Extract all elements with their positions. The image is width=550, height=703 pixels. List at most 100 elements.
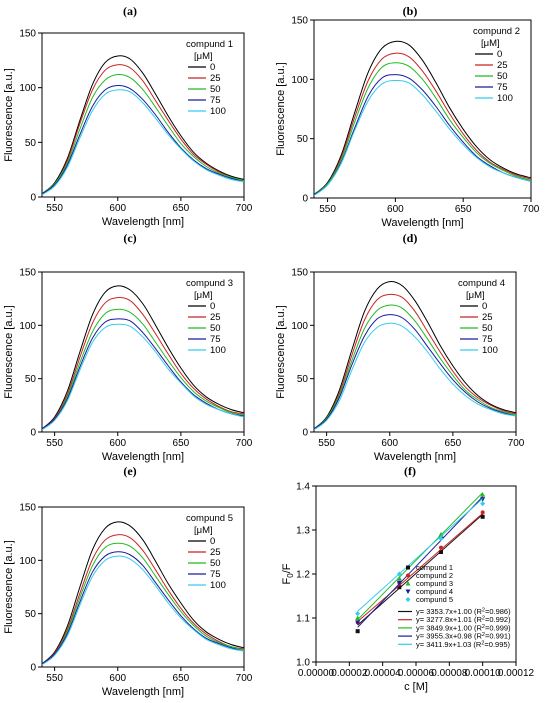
y-tick-label: 150 — [19, 268, 36, 279]
series-line — [314, 281, 516, 430]
y-axis-title-main: F — [281, 577, 293, 584]
series-line — [314, 322, 516, 431]
y-tick-label: 50 — [297, 374, 309, 385]
fit-line — [357, 514, 483, 626]
legend-label: 0 — [210, 62, 215, 73]
y-axis-title: F0/F — [281, 563, 295, 584]
series-group — [42, 285, 244, 431]
panel-label: (a) — [123, 4, 137, 18]
y-tick-label: 0 — [302, 194, 308, 205]
x-tick-label: 0.00000 — [298, 668, 335, 679]
legend-unit: [μM] — [194, 51, 213, 62]
fit-line — [357, 496, 484, 628]
plot-frame — [41, 506, 245, 668]
x-axis-title: Wavelength [nm] — [102, 216, 184, 228]
fit-equation: y= 3277.8x+1.01 (R — [416, 615, 482, 624]
x-tick-label: 650 — [173, 438, 190, 449]
panel-label: (d) — [403, 231, 418, 245]
legend-label: 25 — [210, 73, 221, 84]
fit-line — [357, 492, 484, 621]
legend-label: 100 — [210, 580, 226, 591]
series-line — [314, 293, 516, 430]
series-line — [42, 55, 244, 195]
y-tick-label: 150 — [19, 29, 36, 40]
data-point — [355, 629, 360, 634]
panel-d: (d) 550 600 650 700 0 50 100 150 Wavelength [nm] F… — [275, 231, 525, 463]
legend-label: 50 — [482, 323, 493, 334]
data-point — [355, 611, 361, 617]
data-point — [406, 573, 410, 578]
plot-frame — [313, 19, 532, 199]
data-point — [406, 565, 410, 570]
plot-frame — [41, 32, 245, 198]
x-tick-label: 600 — [387, 204, 404, 215]
y-axis-title: Fluorescence [a.u.] — [3, 540, 15, 634]
legend-fit-label: y= 3353.7x+1.00 (R2=0.986) — [416, 607, 511, 616]
legend-title: compund 4 — [458, 278, 505, 289]
series-group — [355, 492, 486, 634]
legend-label: 75 — [210, 569, 221, 580]
panel-label: (c) — [123, 231, 136, 245]
y-tick-label: 1.3 — [296, 526, 310, 537]
x-tick-label: 700 — [236, 438, 253, 449]
legend-title: compund 3 — [186, 278, 233, 289]
data-point — [439, 545, 443, 550]
y-axis-title: Fluorescence [a.u.] — [3, 68, 15, 162]
y-tick-label: 0 — [30, 428, 36, 439]
series-line — [314, 314, 516, 430]
series-line — [42, 551, 244, 665]
data-point — [480, 514, 485, 519]
panel-b: (b) 550 600 650 700 0 50 100 150 Wavelength [nm] F… — [275, 4, 540, 229]
legend-unit: [μM] — [194, 525, 213, 536]
x-axis-title: c [M] — [404, 681, 428, 693]
legend-title: compund 1 — [186, 39, 233, 50]
legend-label: 0 — [482, 301, 487, 312]
x-tick-label: 700 — [523, 204, 540, 215]
x-tick-label: 650 — [173, 203, 190, 214]
x-tick-label: 600 — [109, 438, 126, 449]
x-tick-label: 550 — [46, 673, 63, 684]
x-tick-label: 600 — [381, 438, 398, 449]
fit-r2: =0.999) — [485, 623, 511, 632]
x-tick-label: 0.00006 — [398, 668, 435, 679]
legend-label: 50 — [210, 84, 221, 95]
data-point — [405, 581, 411, 586]
series-line — [42, 297, 244, 430]
legend-label: 100 — [210, 345, 226, 356]
y-tick-label: 50 — [25, 374, 37, 385]
x-tick-label: 600 — [109, 673, 126, 684]
legend-label: compund 2 — [416, 571, 453, 580]
y-axis-title: Fluorescence [a.u.] — [275, 305, 287, 399]
fit-r2: =0.995) — [484, 640, 510, 649]
y-tick-label: 50 — [25, 609, 37, 620]
series-line — [314, 304, 516, 430]
x-tick-label: 550 — [319, 204, 336, 215]
fit-equation: y= 3849.9x+1.00 (R — [416, 623, 482, 632]
series-line — [42, 64, 244, 195]
y-tick-label: 1.2 — [296, 570, 310, 581]
data-point — [396, 575, 402, 581]
x-tick-label: 650 — [455, 204, 472, 215]
legend-title: compund 5 — [186, 513, 233, 524]
fit-line — [357, 498, 484, 612]
x-tick-label: 700 — [508, 438, 525, 449]
panel-label: (f) — [404, 464, 416, 478]
legend-label: 25 — [210, 312, 221, 323]
legend-fit-label: y= 3277.8x+1.01 (R2=0.992) — [416, 615, 511, 624]
data-point — [480, 501, 486, 507]
legend-label: 100 — [210, 106, 226, 117]
data-point — [405, 597, 411, 602]
legend-unit: [μM] — [194, 290, 213, 301]
fit-sup: 2 — [482, 608, 485, 614]
fit-sup: 2 — [482, 632, 485, 638]
legend-label: 100 — [497, 93, 513, 104]
y-axis-title: Fluorescence [a.u.] — [3, 305, 15, 399]
x-tick-label: 550 — [46, 438, 63, 449]
x-tick-label: 550 — [318, 438, 335, 449]
y-tick-label: 100 — [291, 75, 308, 86]
fit-r2: =0.986) — [485, 607, 511, 616]
panel-f: (f)0.000000.000020.000040.000060.000080.… — [281, 464, 535, 693]
y-tick-label: 0 — [302, 428, 308, 439]
x-tick-label: 0.00008 — [431, 668, 468, 679]
